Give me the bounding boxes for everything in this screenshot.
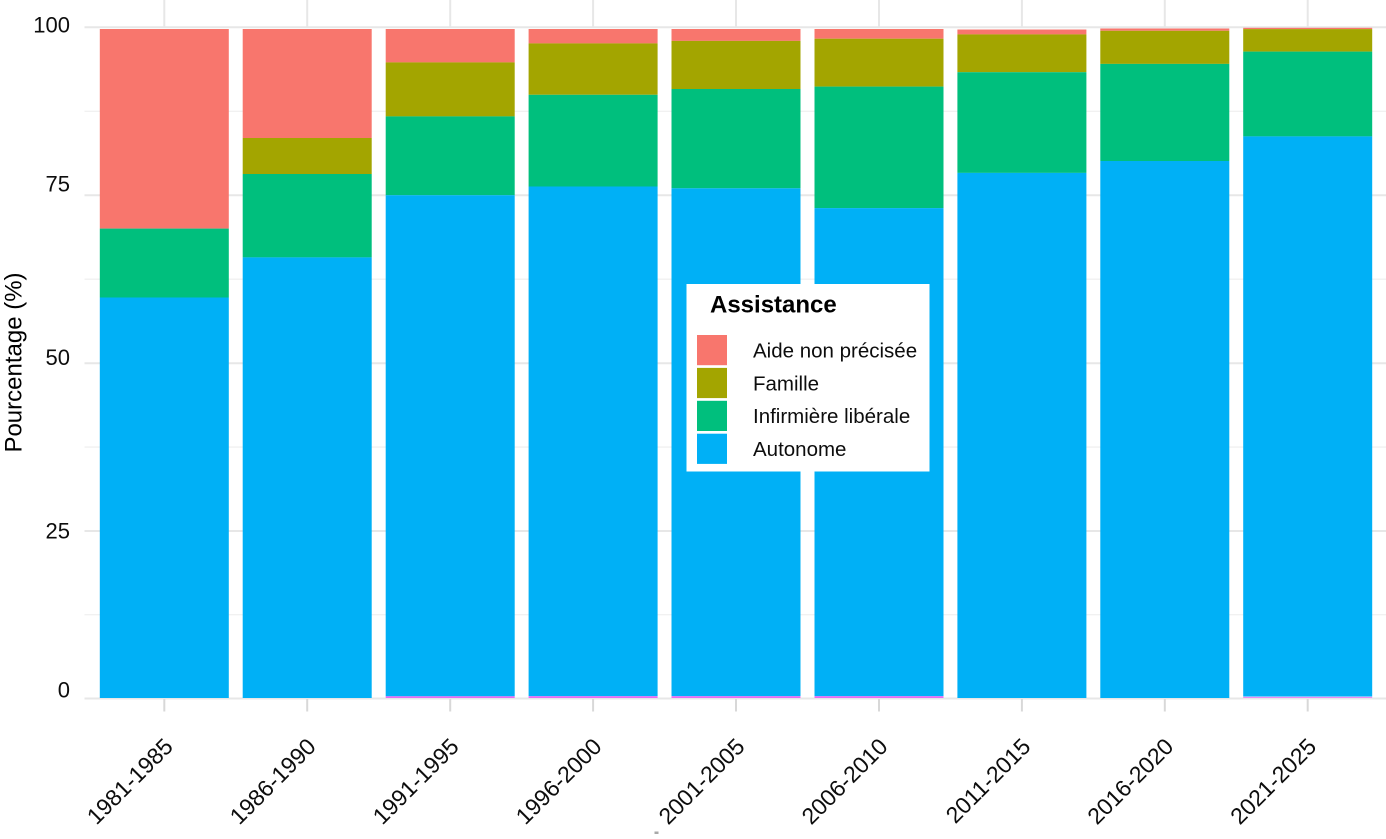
svg-text:25: 25 [46,518,70,543]
svg-text:100: 100 [33,12,70,37]
svg-text:Pourcentage (%): Pourcentage (%) [1,272,28,452]
svg-text:50: 50 [46,345,70,370]
svg-text:Aide non précisée: Aide non précisée [753,339,917,362]
svg-text:Assistance: Assistance [710,292,837,319]
svg-text:0: 0 [58,678,70,703]
svg-text:Infirmière libérale: Infirmière libérale [753,405,910,428]
svg-text:Famille: Famille [753,372,819,395]
svg-text:Autonome: Autonome [753,438,846,461]
svg-text:75: 75 [46,172,70,197]
